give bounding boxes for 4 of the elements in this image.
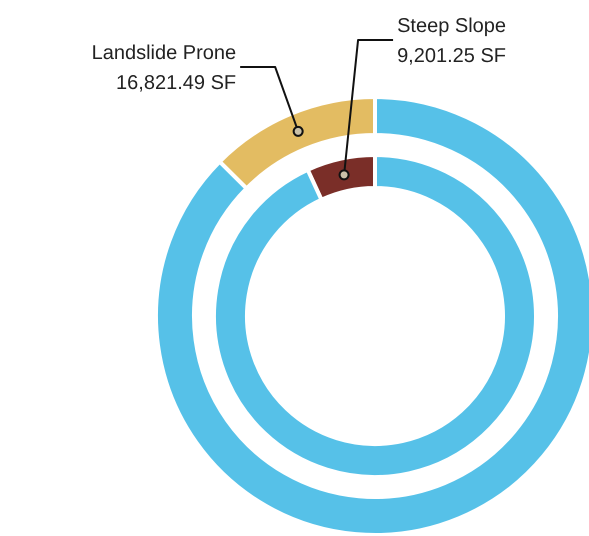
slice-label: Landslide Prone [92,42,236,64]
data-label: 9,201.25 SF [397,45,506,67]
slice-label: Steep Slope [397,15,506,37]
data-label: 16,821.49 SF [116,72,236,94]
